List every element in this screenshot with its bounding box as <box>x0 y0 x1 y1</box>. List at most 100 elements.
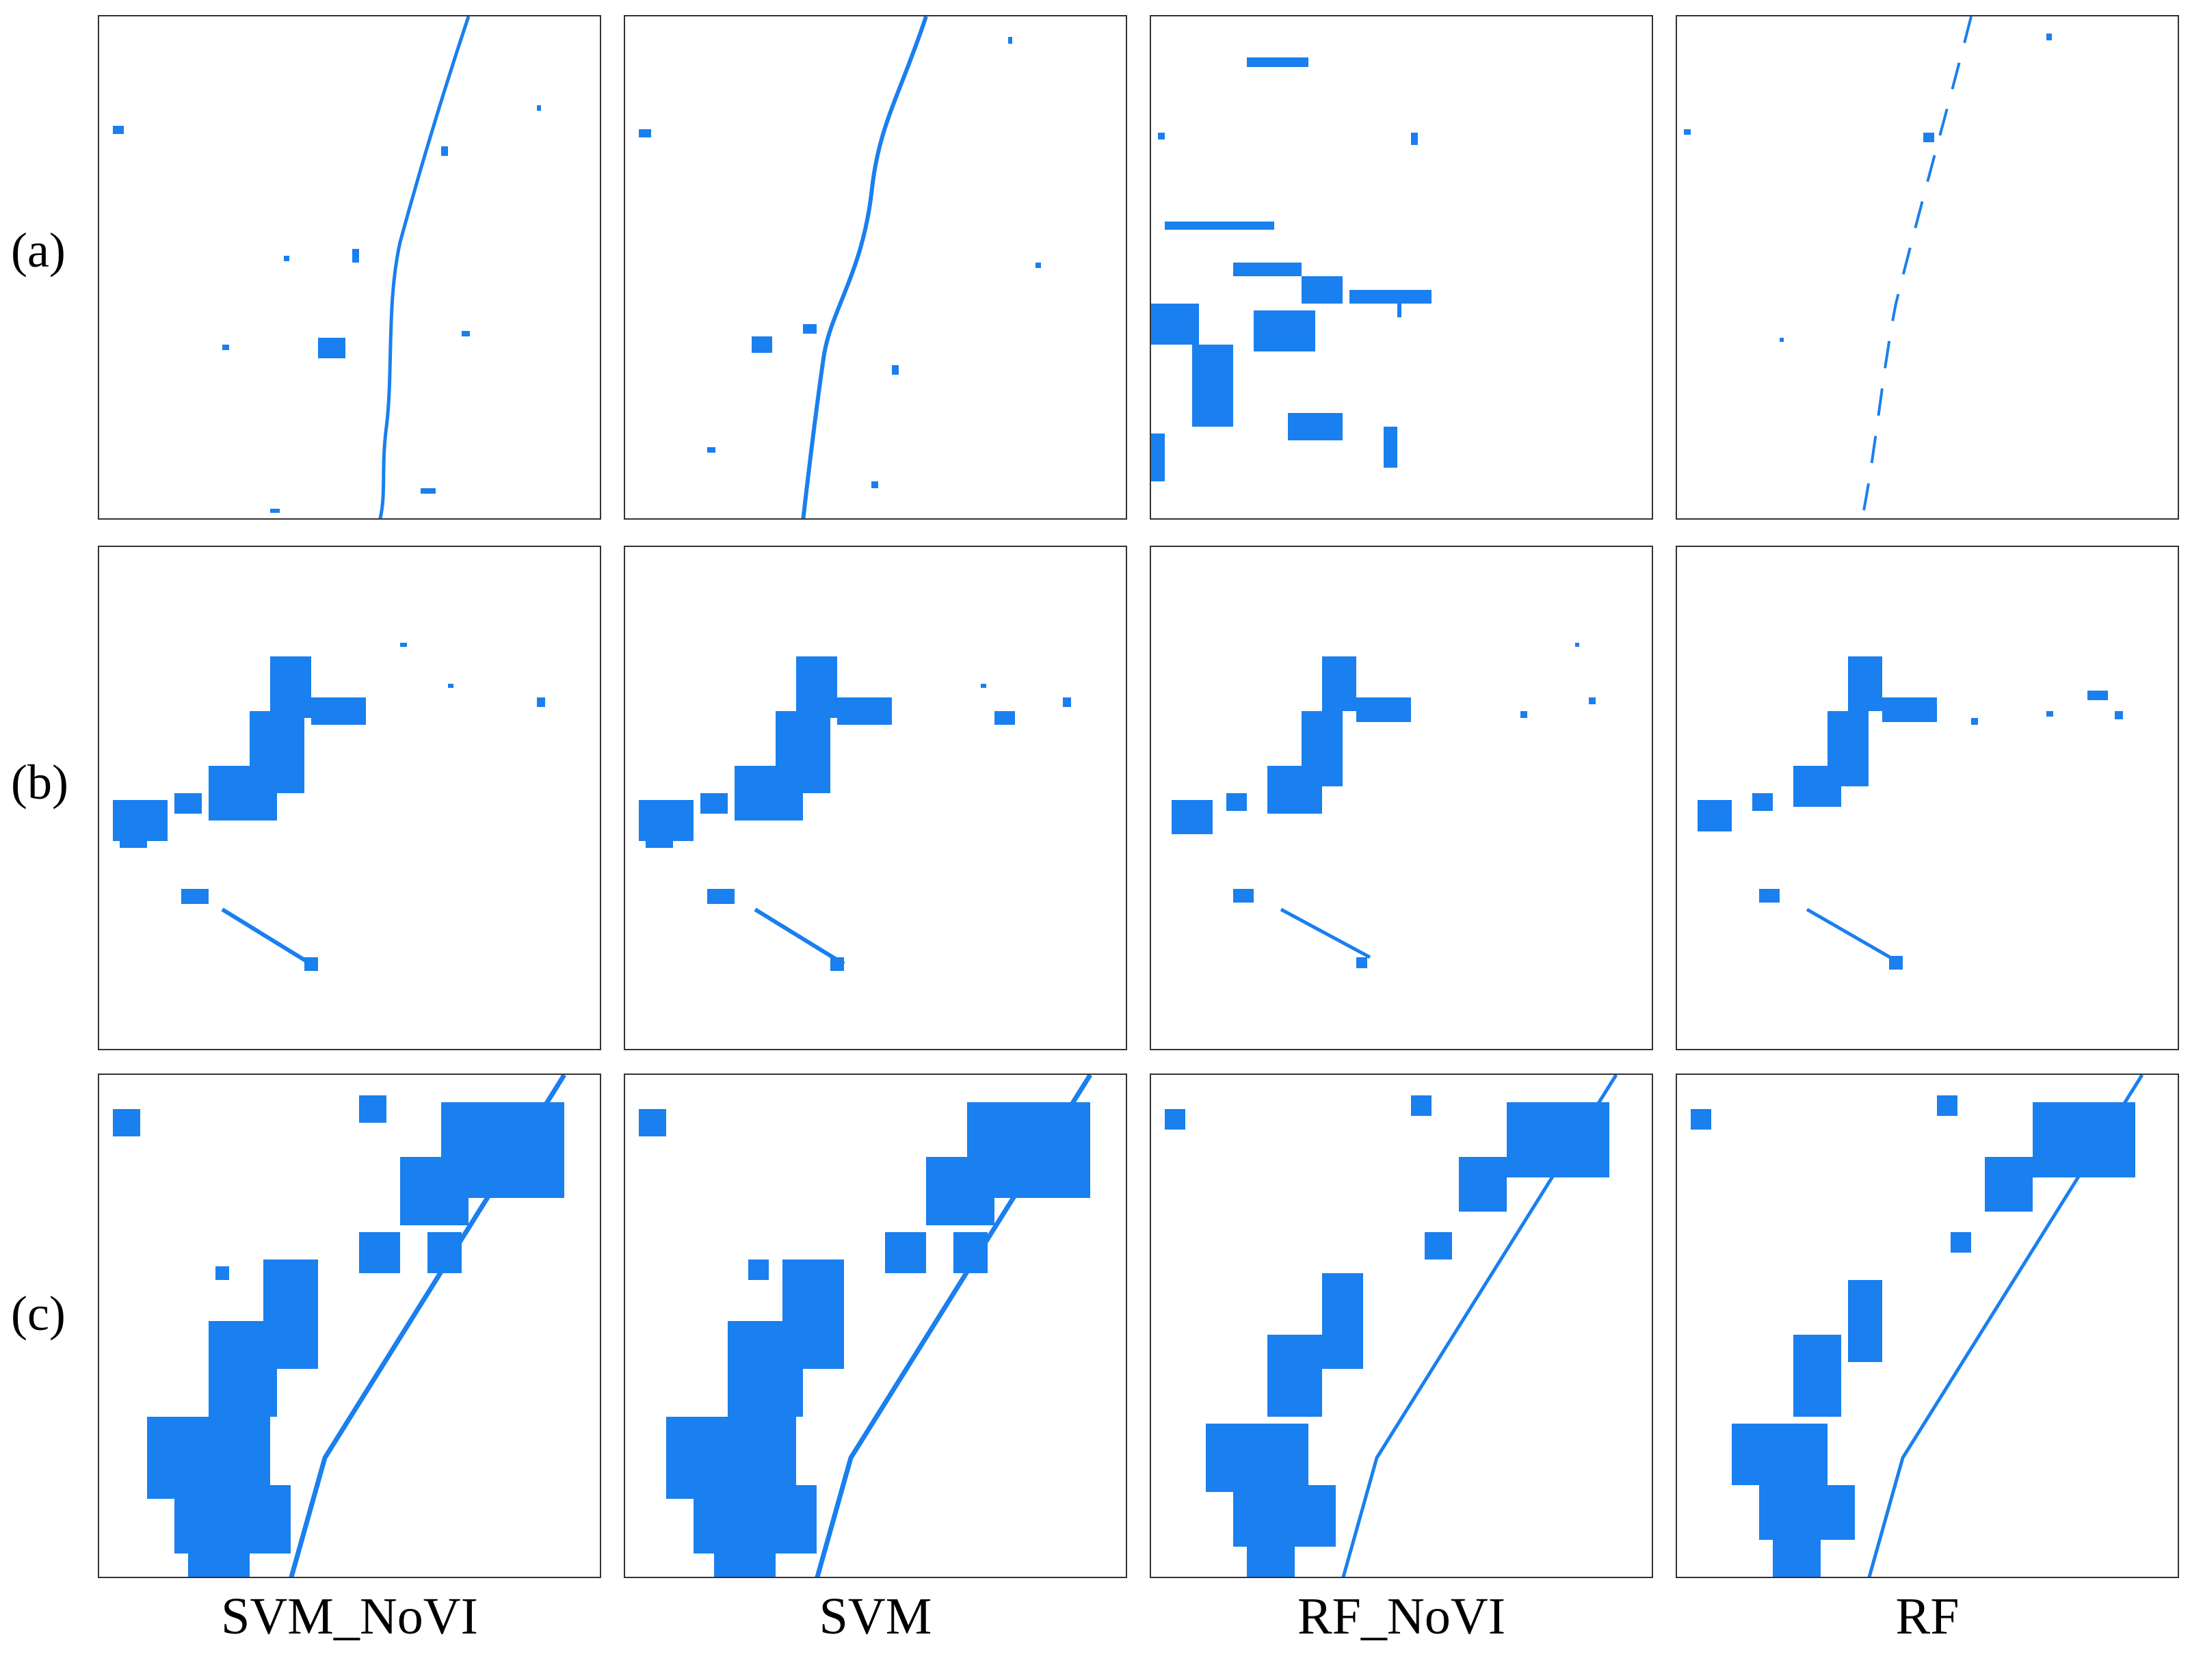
patch <box>120 827 147 848</box>
map-a-rf <box>1684 16 2052 518</box>
patch <box>441 146 448 156</box>
patch <box>188 1540 250 1577</box>
patch <box>2046 34 2052 40</box>
patch <box>209 766 277 821</box>
patch <box>1520 711 1527 718</box>
patch <box>1192 345 1233 427</box>
patch <box>885 1232 926 1273</box>
patch <box>1589 697 1596 704</box>
panel-c-rf-novi <box>1150 1074 1653 1578</box>
patch <box>1752 793 1773 811</box>
patch <box>1206 1424 1308 1492</box>
patch <box>1971 718 1978 725</box>
panel-b-rf <box>1676 546 2179 1050</box>
patch <box>1780 338 1784 342</box>
patch <box>1459 1157 1507 1212</box>
panel-a-rf-novi <box>1150 15 1653 520</box>
patch <box>796 656 837 718</box>
patch <box>1172 800 1213 834</box>
patch <box>181 889 209 904</box>
patch <box>2115 711 2123 719</box>
patch <box>752 336 772 353</box>
map-b-svm-novi <box>113 643 545 971</box>
patch <box>1151 434 1165 481</box>
patch <box>359 1095 386 1123</box>
patch <box>1008 37 1012 44</box>
linear-feature <box>1860 16 1973 518</box>
linear-feature <box>815 1075 1092 1577</box>
linear-feature <box>1806 907 1897 963</box>
map-a-rf-novi <box>1151 57 1432 481</box>
patch <box>400 643 407 647</box>
patch <box>222 345 229 350</box>
column-label-svm: SVM <box>819 1588 932 1645</box>
row-label-a: (a) <box>11 223 66 278</box>
patch <box>1254 310 1315 351</box>
map-b-rf-novi <box>1172 643 1596 968</box>
patch <box>448 684 453 688</box>
patch <box>1384 427 1397 468</box>
patch <box>113 1109 140 1136</box>
patch <box>400 1157 469 1225</box>
panel-a-rf <box>1676 15 2179 520</box>
map-b-rf <box>1698 656 2123 970</box>
panel-a-svm <box>624 15 1127 520</box>
patch <box>352 249 359 263</box>
map-c-svm <box>639 1075 1092 1577</box>
patch <box>926 1157 994 1225</box>
patch <box>1267 766 1322 814</box>
patch <box>1247 57 1308 67</box>
panel-c-svm-novi <box>98 1074 601 1578</box>
patch <box>1848 1280 1882 1362</box>
patch <box>728 1321 803 1417</box>
map-b-svm <box>639 656 1071 971</box>
patch <box>270 509 280 513</box>
row-label-b: (b) <box>11 755 68 810</box>
patch <box>1848 656 1882 711</box>
patch <box>646 827 673 848</box>
linear-feature <box>378 16 471 518</box>
patch <box>174 793 202 814</box>
linear-feature <box>1341 1075 1618 1577</box>
patch <box>1793 766 1841 807</box>
patch <box>837 697 892 725</box>
patch <box>318 338 345 358</box>
patch <box>953 1232 988 1273</box>
patch <box>2046 711 2053 717</box>
patch <box>1425 1232 1452 1259</box>
patch <box>209 1321 277 1417</box>
patch <box>994 711 1015 725</box>
patch <box>462 331 470 336</box>
patch <box>639 1109 666 1136</box>
column-label-rf-novi: RF_NoVI <box>1297 1588 1506 1645</box>
patch <box>1165 1109 1185 1130</box>
patch <box>1151 304 1199 345</box>
patch <box>359 1232 400 1273</box>
patch <box>1267 1335 1322 1417</box>
map-c-svm-novi <box>113 1075 566 1577</box>
patch <box>1233 889 1254 903</box>
patch <box>1507 1102 1609 1177</box>
map-c-rf-novi <box>1165 1075 1618 1577</box>
patch <box>1247 1540 1295 1577</box>
patch <box>1397 304 1401 317</box>
linear-feature <box>754 907 845 966</box>
patch <box>707 889 735 904</box>
panel-b-rf-novi <box>1150 546 1653 1050</box>
patch <box>2033 1102 2135 1177</box>
patch <box>215 1266 229 1280</box>
patch <box>1158 133 1165 139</box>
patch <box>1226 793 1247 811</box>
column-label-rf: RF <box>1895 1588 1960 1645</box>
patch <box>1759 889 1780 903</box>
patch <box>735 766 803 821</box>
patch <box>1035 263 1041 268</box>
patch <box>748 1259 769 1280</box>
patch <box>1691 1109 1711 1130</box>
linear-feature <box>1280 907 1371 959</box>
patch <box>537 697 545 707</box>
patch <box>284 256 289 261</box>
patch <box>1349 290 1432 304</box>
patch <box>1356 957 1367 968</box>
patch <box>981 684 986 688</box>
